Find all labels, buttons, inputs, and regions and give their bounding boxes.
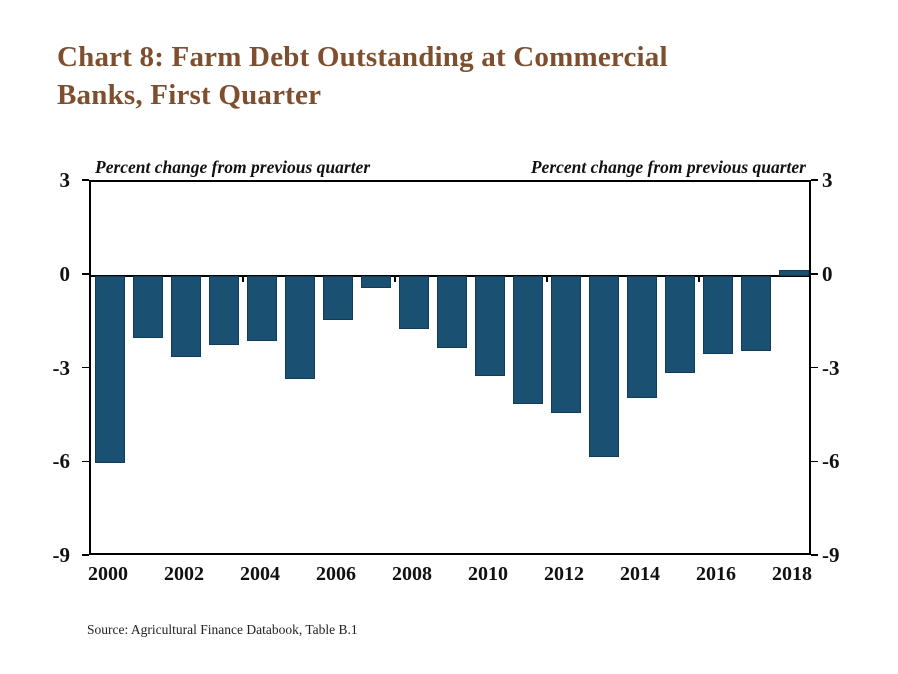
bar-2011 — [513, 275, 543, 404]
bar-2007 — [361, 275, 391, 289]
bar-2017 — [741, 275, 771, 351]
bar-2000 — [95, 275, 125, 464]
y-tick-right--3: -3 — [822, 355, 840, 380]
y-tick-right-0: 0 — [822, 261, 833, 286]
bar-2009 — [437, 275, 467, 348]
y-tick-left-3: 3 — [59, 168, 71, 192]
source-note: Source: Agricultural Finance Databook, T… — [87, 622, 358, 637]
plot-area — [89, 180, 811, 555]
zero-line-minor-tick-2004 — [242, 275, 244, 282]
y-tick-mark-right-3 — [811, 179, 818, 181]
y-tick-mark-right-0 — [811, 273, 818, 275]
zero-line-minor-tick-2008 — [394, 275, 396, 282]
bar-2006 — [323, 275, 353, 320]
y-tick-mark-right--3 — [811, 366, 818, 369]
x-tick-2008: 2008 — [392, 563, 432, 585]
bar-2016 — [703, 275, 733, 354]
y-tick-mark-left--9 — [82, 554, 89, 556]
x-tick-2000: 2000 — [88, 563, 128, 585]
x-tick-2014: 2014 — [620, 563, 660, 585]
bar-chart: Percent change from previous quarter Per… — [0, 150, 898, 610]
bar-2005 — [285, 275, 315, 379]
y-tick-mark-left--6 — [82, 460, 89, 462]
y-tick-right--9: -9 — [822, 543, 840, 567]
y-tick-left--9: -9 — [52, 543, 71, 567]
bar-2001 — [133, 275, 163, 339]
zero-line-minor-tick-2012 — [546, 275, 548, 282]
x-tick-2012: 2012 — [544, 563, 584, 585]
bar-2015 — [665, 275, 695, 373]
y-tick-mark-left-0 — [82, 273, 89, 275]
x-tick-2010: 2010 — [468, 563, 508, 585]
y-tick-right-3: 3 — [822, 168, 833, 192]
chart-title-line-2: Banks, First Quarter — [57, 79, 322, 112]
bar-2018 — [779, 269, 809, 276]
y-tick-mark-left-3 — [82, 179, 89, 181]
x-tick-2016: 2016 — [696, 563, 736, 585]
bar-2013 — [589, 275, 619, 457]
y-tick-mark-right--9 — [811, 554, 818, 556]
bar-2012 — [551, 275, 581, 414]
x-tick-2006: 2006 — [316, 563, 356, 585]
bar-2010 — [475, 275, 505, 376]
y-tick-left--6: -6 — [52, 449, 71, 474]
y-tick-mark-left--3 — [82, 366, 89, 369]
zero-line-minor-tick-2016 — [698, 275, 700, 282]
x-tick-2004: 2004 — [240, 563, 280, 585]
y-tick-right--6: -6 — [822, 449, 840, 474]
chart-title-line-1: Chart 8: Farm Debt Outstanding at Commer… — [57, 41, 668, 73]
bar-2004 — [247, 275, 277, 342]
bar-2008 — [399, 275, 429, 329]
x-tick-2018: 2018 — [772, 563, 812, 585]
bar-2002 — [171, 275, 201, 357]
y-tick-left--3: -3 — [52, 355, 71, 380]
bar-2003 — [209, 275, 239, 345]
y-axis-label-left: Percent change from previous quarter — [95, 157, 371, 177]
bar-2014 — [627, 275, 657, 398]
chart-title: Chart 8: Farm Debt Outstanding at Commer… — [57, 38, 857, 115]
y-tick-mark-right--6 — [811, 460, 818, 462]
y-tick-left-0: 0 — [59, 261, 71, 286]
y-axis-label-right: Percent change from previous quarter — [530, 157, 806, 177]
x-tick-2002: 2002 — [164, 563, 204, 585]
